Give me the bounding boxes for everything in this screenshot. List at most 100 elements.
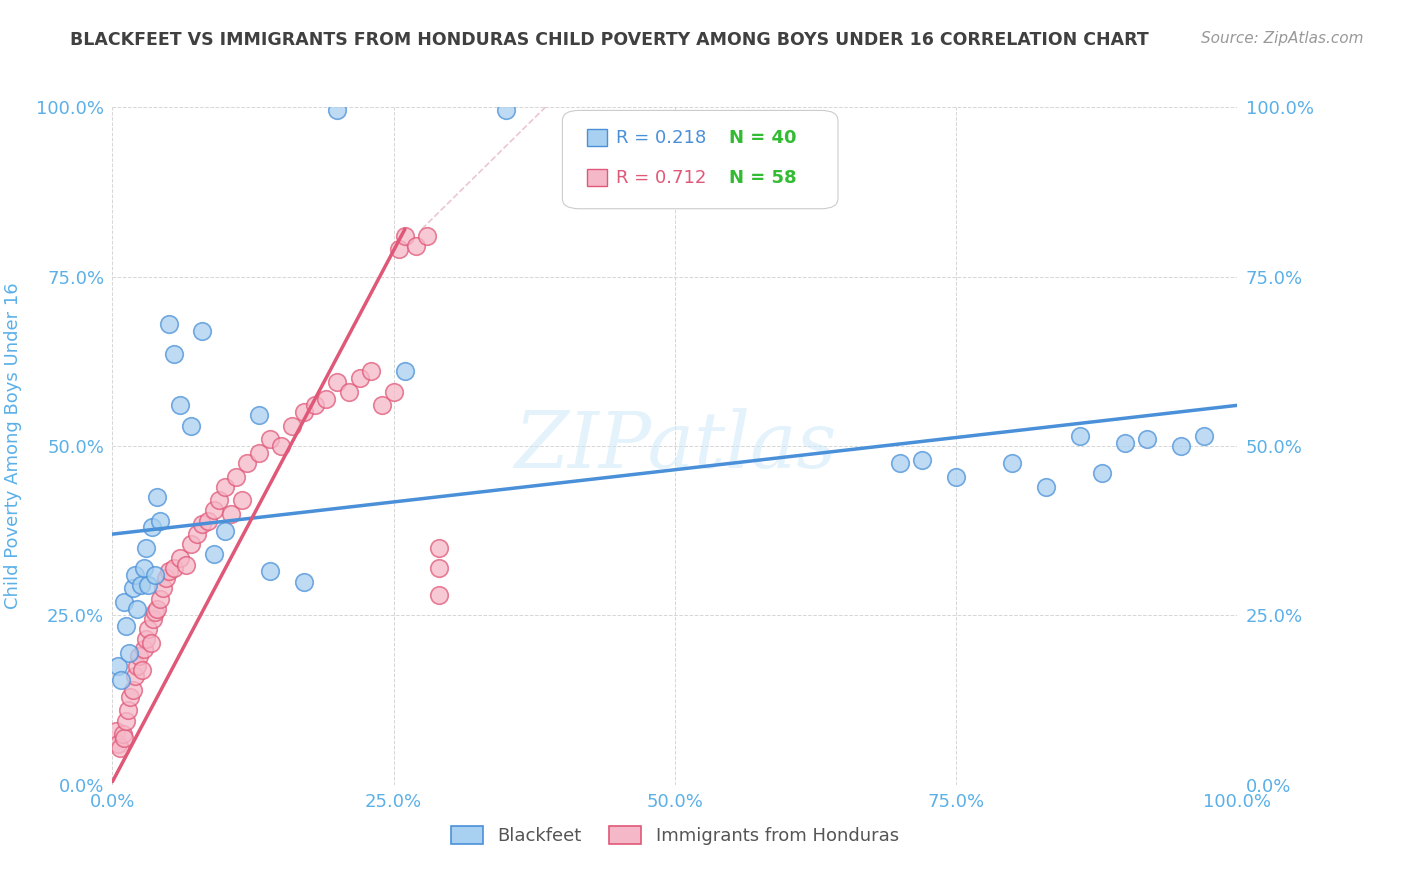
Point (315, 392, 337, 406)
Point (191, 324, 214, 338)
Point (138, 578, 160, 592)
Point (186, 527, 208, 541)
Point (149, 514, 172, 528)
Point (349, 371, 371, 385)
Point (174, 558, 197, 572)
Point (157, 317, 180, 331)
Point (202, 503, 225, 517)
Point (427, 561, 450, 575)
Point (337, 384, 360, 399)
Point (132, 642, 155, 657)
Point (163, 347, 186, 361)
Point (104, 723, 127, 738)
Point (169, 398, 191, 412)
Text: BLACKFEET VS IMMIGRANTS FROM HONDURAS CHILD POVERTY AMONG BOYS UNDER 16 CORRELAT: BLACKFEET VS IMMIGRANTS FROM HONDURAS CH… (70, 31, 1149, 49)
Point (388, 243, 411, 257)
Point (143, 605, 166, 619)
Text: N = 58: N = 58 (728, 169, 796, 187)
Point (371, 398, 394, 412)
Point (911, 452, 934, 467)
Point (143, 567, 166, 582)
Point (112, 731, 135, 745)
Point (138, 622, 160, 636)
Point (131, 663, 153, 677)
Point (326, 103, 349, 118)
Point (146, 601, 169, 615)
FancyBboxPatch shape (562, 111, 838, 209)
Point (112, 595, 135, 609)
Point (118, 646, 141, 660)
Point (394, 364, 416, 378)
Point (1170, 439, 1192, 453)
Point (360, 364, 382, 378)
Point (225, 469, 247, 483)
Point (292, 405, 315, 419)
Point (128, 649, 150, 664)
FancyBboxPatch shape (588, 129, 607, 146)
Y-axis label: Child Poverty Among Boys Under 16: Child Poverty Among Boys Under 16 (4, 283, 22, 609)
Point (1069, 429, 1091, 443)
Text: ZIPatlas: ZIPatlas (513, 408, 837, 484)
Point (163, 561, 186, 575)
Point (121, 683, 143, 698)
Point (1035, 480, 1057, 494)
Point (214, 524, 236, 538)
FancyBboxPatch shape (588, 169, 607, 186)
Point (197, 514, 219, 528)
Point (169, 550, 191, 565)
Point (1001, 456, 1024, 470)
Legend: Blackfeet, Immigrants from Honduras: Blackfeet, Immigrants from Honduras (441, 816, 908, 854)
Point (270, 439, 292, 453)
Point (157, 565, 180, 579)
Point (1114, 435, 1136, 450)
Point (142, 612, 165, 626)
Point (117, 703, 139, 717)
Point (107, 737, 129, 751)
Point (1091, 466, 1114, 480)
Point (155, 571, 177, 585)
Point (129, 578, 152, 592)
Point (259, 432, 281, 446)
Point (149, 591, 172, 606)
Point (292, 574, 315, 589)
Point (1136, 432, 1159, 446)
Text: N = 40: N = 40 (728, 128, 796, 146)
Point (115, 618, 138, 632)
Point (236, 456, 259, 470)
Point (115, 714, 138, 728)
Point (394, 228, 416, 243)
Point (416, 228, 439, 243)
Point (495, 103, 517, 118)
Point (304, 398, 326, 412)
Point (124, 669, 146, 683)
Point (326, 375, 349, 389)
Point (111, 727, 134, 741)
Point (139, 635, 162, 649)
Point (247, 446, 270, 460)
Point (127, 601, 149, 615)
Point (427, 588, 450, 602)
Point (121, 582, 143, 596)
Point (141, 520, 163, 534)
Point (107, 659, 129, 673)
Point (135, 541, 157, 555)
Point (152, 582, 174, 596)
Point (180, 537, 202, 551)
Point (1192, 429, 1215, 443)
Text: R = 0.218: R = 0.218 (616, 128, 707, 146)
Point (281, 418, 304, 433)
Point (120, 690, 142, 704)
Point (219, 507, 242, 521)
Point (427, 541, 450, 555)
Point (405, 239, 427, 253)
Point (208, 493, 231, 508)
Point (945, 469, 967, 483)
Point (191, 516, 214, 531)
Point (202, 548, 225, 562)
Point (110, 673, 132, 687)
Point (247, 409, 270, 423)
Point (180, 418, 202, 433)
Point (110, 740, 132, 755)
Point (146, 490, 169, 504)
Point (889, 456, 911, 470)
